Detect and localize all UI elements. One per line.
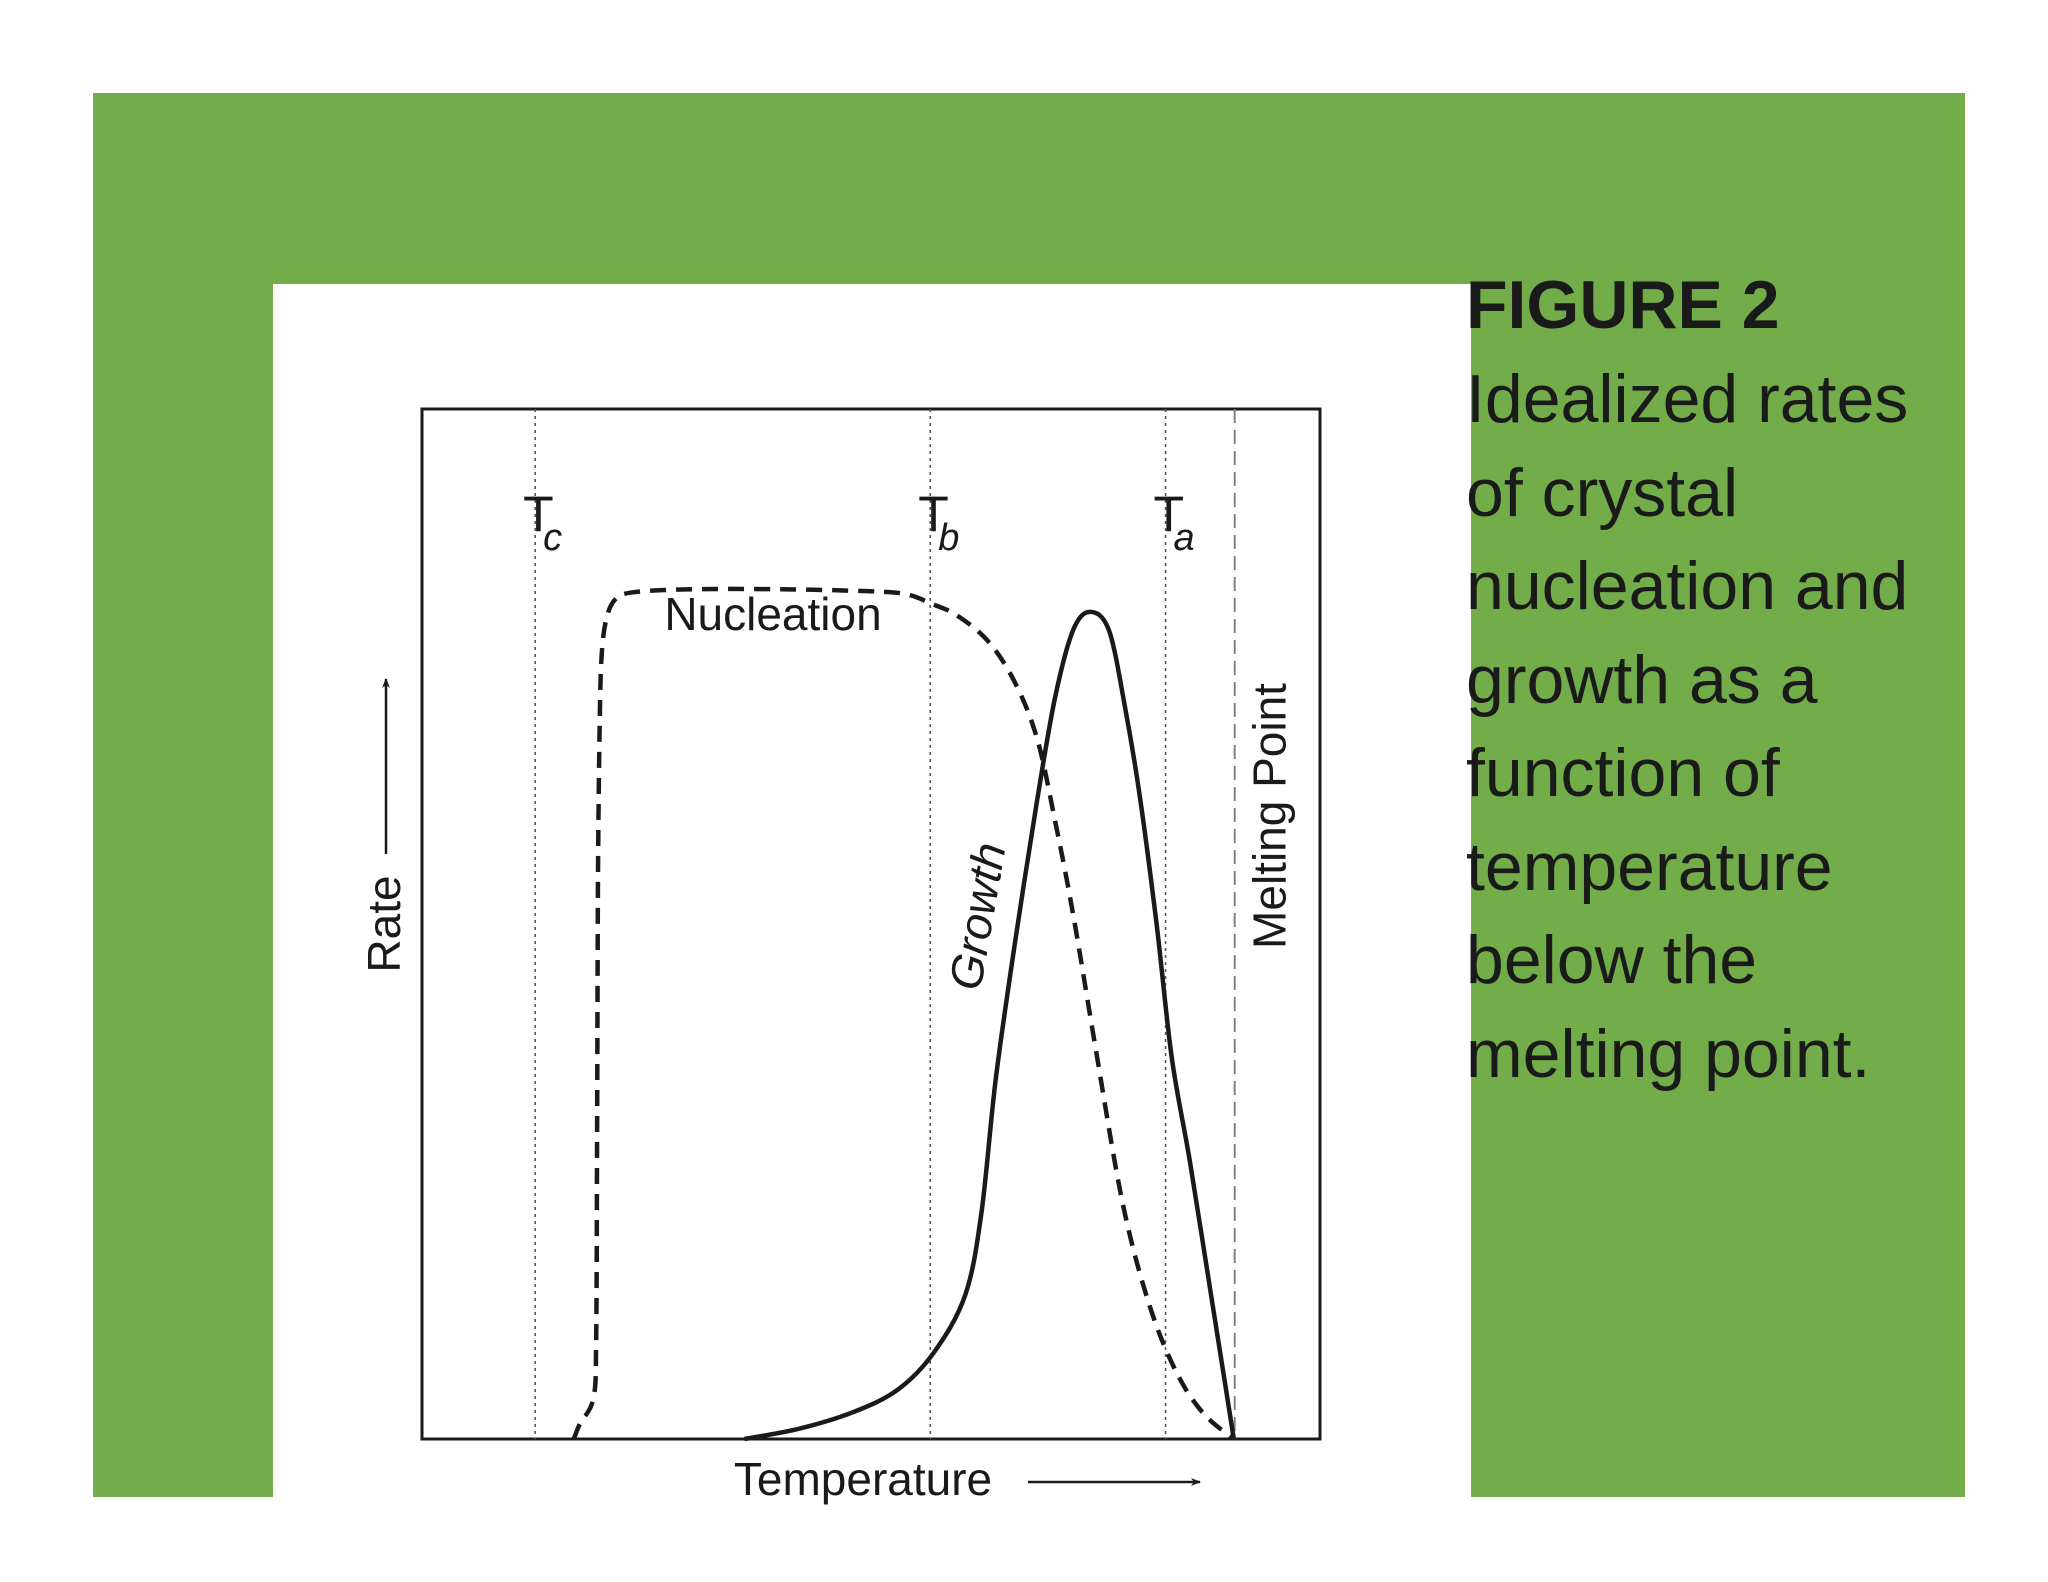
growth-label: Growth: [939, 839, 1016, 994]
tc-label: T: [523, 486, 554, 542]
ta-subscript: a: [1174, 517, 1195, 559]
melting-point-label: Melting Point: [1244, 683, 1296, 949]
tb-label: T: [918, 486, 949, 542]
x-axis-label: Temperature: [734, 1453, 992, 1505]
caption-title: FIGURE 2: [1466, 267, 1780, 343]
curves: [571, 586, 1237, 1442]
ta-label: T: [1154, 486, 1185, 542]
tb-subscript: b: [938, 517, 959, 559]
caption-body: Idealized rates of crystal nucleation an…: [1466, 361, 1909, 1092]
labels: Nucleation Growth Temperature Rate: [358, 588, 1201, 1505]
plot-area-border: [420, 407, 1322, 1441]
tc-subscript: c: [543, 517, 562, 559]
growth-curve: [743, 609, 1237, 1442]
figure-caption: FIGURE 2 Idealized rates of crystal nucl…: [1466, 257, 1966, 1101]
nucleation-label: Nucleation: [664, 588, 881, 640]
y-axis-label: Rate: [358, 875, 410, 972]
nucleation-curve: [571, 586, 1236, 1441]
